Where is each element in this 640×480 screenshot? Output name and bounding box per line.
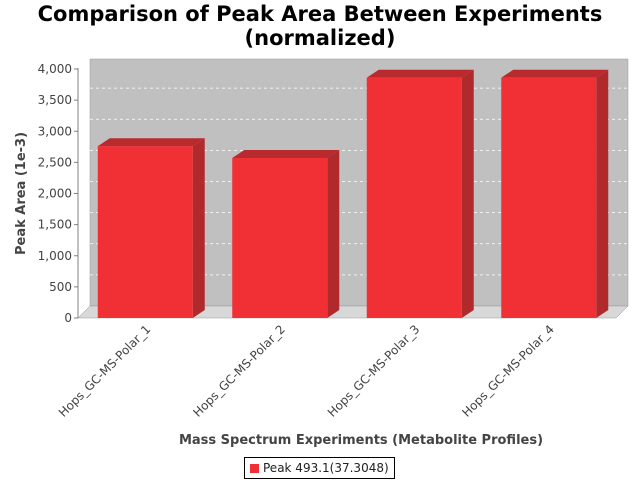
y-tick-label: 0	[64, 311, 72, 325]
x-axis-title: Mass Spectrum Experiments (Metabolite Pr…	[179, 433, 543, 448]
bar-side	[327, 150, 340, 318]
x-tick-label: Hops_GC-MS-Polar_3	[325, 322, 423, 420]
chart-title: Comparison of Peak Area Between Experime…	[0, 2, 640, 50]
bar	[97, 146, 193, 318]
x-tick-label: Hops_GC-MS-Polar_1	[56, 322, 154, 420]
y-axis-title: Peak Area (1e-3)	[14, 132, 29, 255]
y-tick-label: 2,500	[38, 155, 72, 169]
legend-swatch	[250, 463, 259, 473]
legend: Peak 493.1(37.3048)	[244, 457, 395, 479]
x-tick-label: Hops_GC-MS-Polar_4	[459, 322, 557, 420]
bar	[366, 77, 462, 318]
bar-top	[97, 138, 205, 147]
y-tick-label: 3,500	[38, 93, 72, 107]
bar-side	[596, 69, 609, 318]
y-tick-label: 4,000	[38, 62, 72, 76]
chart-title-line1: Comparison of Peak Area Between Experime…	[37, 2, 603, 26]
bar	[501, 77, 597, 318]
y-tick-label: 3,000	[38, 124, 72, 138]
bar-top	[501, 69, 609, 78]
legend-label: Peak 493.1(37.3048)	[263, 461, 389, 475]
bar	[232, 158, 328, 318]
y-tick-label: 2,000	[38, 187, 72, 201]
y-tick-label: 1,000	[38, 249, 72, 263]
y-tick-label: 500	[49, 280, 72, 294]
bar-side	[192, 138, 205, 318]
bar-top	[366, 69, 474, 78]
bar-top	[232, 150, 340, 159]
bar-side	[461, 69, 474, 318]
chart-title-line2: (normalized)	[244, 26, 396, 50]
bar-chart: 0 500 1,000 1,500 2,000 2,500 3,000 3,500 4,000 P…	[14, 58, 629, 448]
y-tick-label: 1,500	[38, 218, 72, 232]
x-tick-label: Hops_GC-MS-Polar_2	[190, 322, 288, 420]
